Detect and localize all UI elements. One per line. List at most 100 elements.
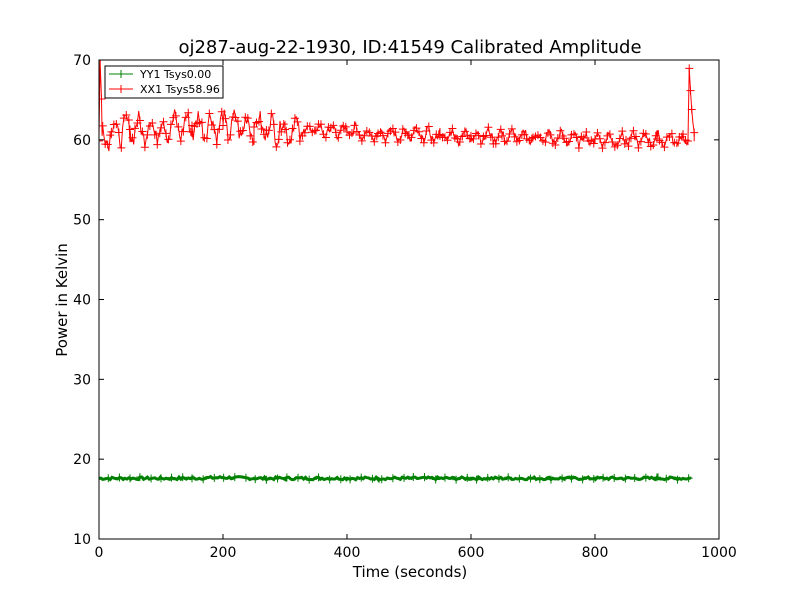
data-point [99,136,103,145]
data-point [469,134,478,143]
data-point [572,133,581,142]
data-point [377,475,386,484]
data-point [630,474,639,483]
data-point [347,128,356,137]
data-point [285,135,294,144]
data-point [381,138,390,147]
data-point [114,128,123,137]
data-point [219,121,227,130]
data-point [251,475,260,484]
data-point [246,131,255,140]
data-point [147,474,156,483]
data-point [653,473,661,482]
data-point [431,475,440,484]
data-point [112,120,121,129]
data-point [600,138,609,147]
legend: YY1 Tsys0.00 XX1 Tsys58.96 [104,65,224,99]
plot-area [99,60,699,484]
data-point [474,131,483,140]
data-point [103,140,112,149]
data-point [589,139,598,148]
data-point [174,122,183,131]
y-tick-label: 10 [73,532,91,548]
data-point [558,474,567,483]
data-point [288,124,297,133]
series-xx1 [99,60,699,153]
y-tick-label: 50 [73,213,91,229]
data-point [205,109,214,118]
data-point [143,130,152,139]
data-point [178,473,187,482]
data-point [135,116,144,125]
series-layer [99,60,699,484]
data-point [526,474,535,483]
data-point [556,126,565,135]
data-point [248,138,257,147]
data-point [626,134,635,143]
legend-label: XX1 Tsys58.96 [140,83,220,96]
data-point [199,475,208,484]
data-point [657,138,666,147]
data-point [262,475,271,484]
data-point [257,125,266,134]
data-point [212,140,221,149]
data-point [595,134,604,143]
data-point [634,143,643,152]
data-point [644,138,653,147]
data-point [99,474,103,483]
data-point [520,130,529,139]
x-tick-label: 600 [458,545,485,561]
data-point [608,138,617,147]
y-tick-label: 70 [73,53,91,69]
data-point [443,136,452,145]
data-point [99,121,107,130]
data-point [498,131,506,140]
data-point [336,126,345,135]
data-point [567,474,576,483]
data-point [166,120,175,129]
data-point [153,140,162,149]
data-point [202,134,211,143]
data-point [321,133,330,142]
data-point [615,134,624,143]
data-point [164,135,173,144]
data-point [281,125,289,134]
data-point [641,129,650,138]
data-point [254,117,263,126]
data-point [305,475,314,484]
data-point [599,473,608,482]
data-point [507,124,516,133]
data-point [171,111,180,120]
data-point [221,114,230,123]
data-point [314,473,323,482]
data-point [486,133,495,142]
data-point [259,130,268,139]
data-point [293,117,302,126]
data-point [188,474,196,483]
series-yy1 [99,473,693,484]
data-point [613,141,622,150]
data-point [334,133,343,142]
y-tick-label: 40 [73,293,91,309]
data-point [560,134,568,143]
data-point [684,474,693,483]
data-point [140,143,149,152]
data-point [621,474,630,483]
data-point [672,139,681,148]
data-point [124,116,133,125]
data-point [414,127,423,136]
data-point [636,137,645,146]
data-point [398,125,407,134]
y-axis-label: Power in Kelvin [53,243,71,357]
data-point [388,474,397,483]
data-point [148,119,157,128]
data-point [407,133,416,142]
data-point [598,144,607,153]
data-point [419,138,428,147]
data-point [631,132,640,141]
x-tick-label: 400 [334,545,361,561]
data-point [126,474,134,483]
data-point [357,136,366,145]
data-point [422,126,431,135]
data-point [391,128,400,137]
